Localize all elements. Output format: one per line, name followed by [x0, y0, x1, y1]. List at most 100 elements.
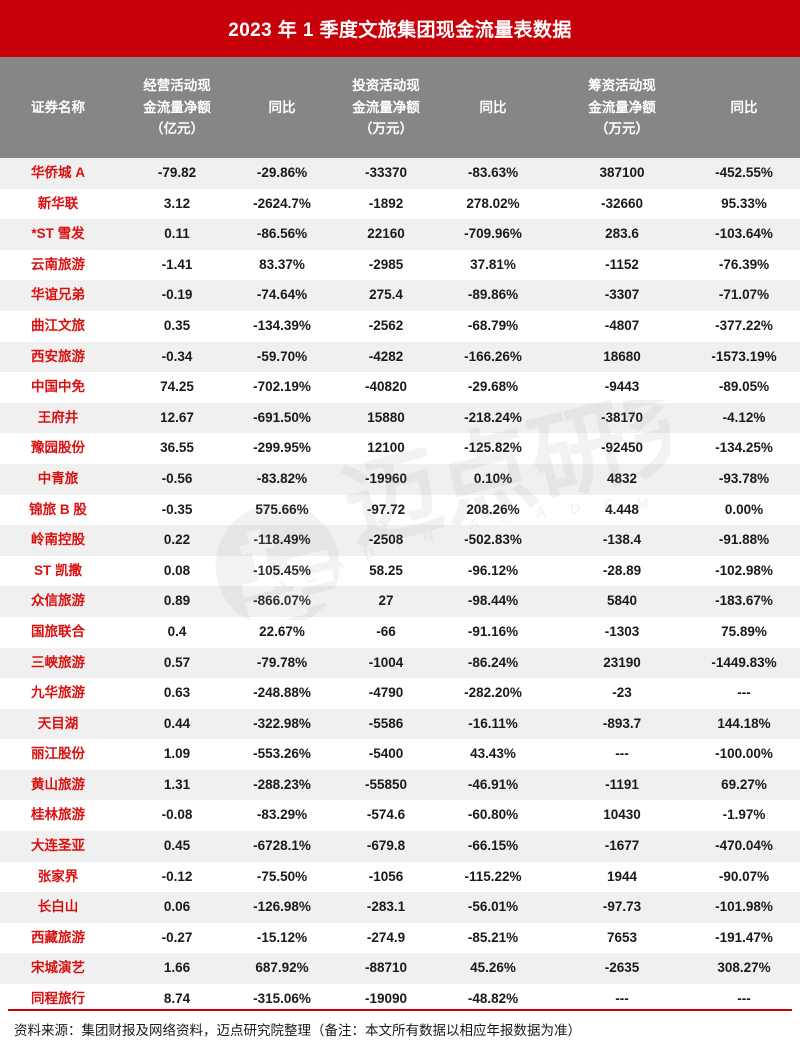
- cell-value: -86.56%: [256, 226, 308, 242]
- cell-value: 36.55: [160, 440, 194, 456]
- cell-value: -89.05%: [718, 379, 770, 395]
- header-cell-financing-yoy: 同比: [688, 57, 800, 158]
- cell-security-name: 张家界: [37, 868, 79, 884]
- cell-security-name: 华侨城 A: [31, 165, 85, 180]
- table-row: 丽江股份 1.09 -553.26% -5400 43.43% --- -100.00%: [0, 739, 800, 770]
- cell-security-name: 中国中免: [31, 379, 85, 395]
- header-cell-financing: 筹资活动现 金流量净额 （万元）: [552, 57, 692, 158]
- cell-value: 8.74: [163, 991, 191, 1007]
- cell-value: -19090: [364, 991, 408, 1007]
- cell-value: -9443: [604, 379, 640, 395]
- cell-value: -0.08: [161, 807, 193, 823]
- cell-value: -283.1: [366, 899, 406, 915]
- cell-security-name: 九华旅游: [31, 685, 85, 701]
- cell-value: -166.26%: [464, 348, 522, 364]
- cell-value: -86.24%: [467, 654, 519, 670]
- cell-value: -83.82%: [256, 470, 308, 486]
- cell-value: -4807: [604, 317, 640, 333]
- cell-value: 0.35: [163, 317, 191, 333]
- cell-value: -68.79%: [467, 317, 519, 333]
- cell-value: 15880: [367, 409, 405, 425]
- cell-value: 0.10%: [473, 470, 513, 486]
- cell-value: -56.01%: [467, 899, 519, 915]
- table-row: 中青旅 -0.56 -83.82% -19960 0.10% 4832 -93.78%: [0, 463, 800, 495]
- cell-value: 144.18%: [717, 715, 771, 731]
- cell-security-name: ST 凯撒: [33, 562, 82, 578]
- header-financing-yoy-label: 同比: [730, 99, 758, 115]
- cell-value: -709.96%: [464, 226, 522, 242]
- cell-value: -105.45%: [253, 562, 311, 578]
- cell-value: 58.25: [369, 562, 403, 578]
- cell-value: -101.98%: [715, 899, 773, 915]
- cell-value: 1.66: [163, 960, 191, 976]
- table-row: 大连圣亚 0.45 -6728.1% -679.8 -66.15% -1677 -470.0…: [0, 831, 800, 862]
- cell-value: 4.448: [605, 501, 639, 517]
- cell-security-name: 丽江股份: [31, 746, 85, 762]
- table-row: 西安旅游 -0.34 -59.70% -4282 -166.26% 18680 -1573.…: [0, 341, 800, 373]
- table-body: 华侨城 A -79.82 -29.86% -33370 -83.63% 387100 -45…: [0, 158, 800, 1015]
- cell-value: ---: [615, 746, 629, 762]
- cell-value: -5400: [368, 746, 404, 762]
- cell-value: -0.12: [161, 868, 193, 884]
- table-row: 三峡旅游 0.57 -79.78% -1004 -86.24% 23190 -1449.83…: [0, 647, 800, 679]
- cell-value: -1152: [605, 256, 639, 272]
- cell-value: -183.67%: [715, 593, 773, 609]
- cell-value: -134.39%: [253, 317, 311, 333]
- cell-value: -97.72: [366, 501, 406, 517]
- table-row: 众信旅游 0.89 -866.07% 27 -98.44% 5840 -183.67%: [0, 586, 800, 617]
- cell-value: -125.82%: [464, 440, 522, 456]
- table-row: 国旅联合 0.4 22.67% -66 -91.16% -1303 75.89%: [0, 616, 800, 648]
- header-financing-line3: （万元）: [595, 121, 649, 137]
- cell-value: 1.09: [163, 746, 191, 762]
- cell-value: -4790: [368, 685, 404, 701]
- cell-value: -59.70%: [256, 348, 308, 364]
- cell-value: -315.06%: [253, 991, 311, 1007]
- cell-value: -2624.7%: [253, 195, 311, 211]
- cell-security-name: 西藏旅游: [31, 929, 85, 945]
- cell-value: -2508: [368, 532, 404, 548]
- cell-value: 4832: [606, 470, 638, 486]
- cell-value: -1.41: [161, 256, 193, 272]
- table-row: 曲江文旅 0.35 -134.39% -2562 -68.79% -4807 -377.22…: [0, 310, 800, 342]
- cell-value: -75.50%: [256, 868, 308, 884]
- cell-value: 0.11: [164, 226, 190, 242]
- cell-value: ---: [615, 991, 629, 1007]
- header-cell-investing: 投资活动现 金流量净额 （万元）: [334, 57, 438, 158]
- cell-value: -470.04%: [715, 838, 773, 854]
- table-row: 岭南控股 0.22 -118.49% -2508 -502.83% -138.4 -91.8…: [0, 525, 800, 556]
- table-row: 云南旅游 -1.41 83.37% -2985 37.81% -1152 -76.39%: [0, 249, 800, 281]
- cell-value: -115.22%: [464, 868, 522, 884]
- cell-value: -66: [376, 623, 396, 639]
- cell-value: -288.23%: [253, 776, 311, 792]
- cell-value: -553.26%: [253, 746, 311, 762]
- cell-value: 0.00%: [724, 501, 764, 517]
- cell-value: -66.15%: [467, 838, 519, 854]
- cell-value: -102.98%: [715, 562, 773, 578]
- cell-value: -4282: [368, 348, 404, 364]
- cell-security-name: 宋城演艺: [31, 960, 85, 976]
- cell-value: 308.27%: [717, 960, 771, 976]
- cell-value: 0.45: [163, 838, 191, 854]
- cell-value: -48.82%: [467, 991, 519, 1007]
- header-cell-name: 证券名称: [8, 57, 108, 158]
- cell-value: 18680: [603, 348, 641, 364]
- cell-value: 43.43%: [470, 746, 516, 762]
- table-row: 华侨城 A -79.82 -29.86% -33370 -83.63% 387100 -45…: [0, 158, 800, 189]
- cell-security-name: 桂林旅游: [31, 807, 85, 823]
- cell-security-name: 中青旅: [37, 470, 79, 486]
- cell-value: -0.35: [161, 501, 193, 517]
- cell-value: 278.02%: [466, 195, 520, 211]
- cell-security-name: 同程旅行: [31, 991, 85, 1007]
- header-cell-investing-yoy: 同比: [438, 57, 548, 158]
- cell-value: 387100: [599, 165, 645, 180]
- table-row: 桂林旅游 -0.08 -83.29% -574.6 -60.80% 10430 -1.97%: [0, 800, 800, 832]
- cell-value: -134.25%: [715, 440, 773, 456]
- cell-value: -1056: [368, 868, 404, 884]
- cell-value: -502.83%: [464, 532, 522, 548]
- cell-value: 0.89: [163, 593, 191, 609]
- cell-value: -23: [612, 685, 632, 701]
- cell-value: 0.08: [163, 562, 191, 578]
- table-row: *ST 雪发 0.11 -86.56% 22160 -709.96% 283.6 -103.…: [0, 219, 800, 250]
- cell-value: 3.12: [163, 195, 191, 211]
